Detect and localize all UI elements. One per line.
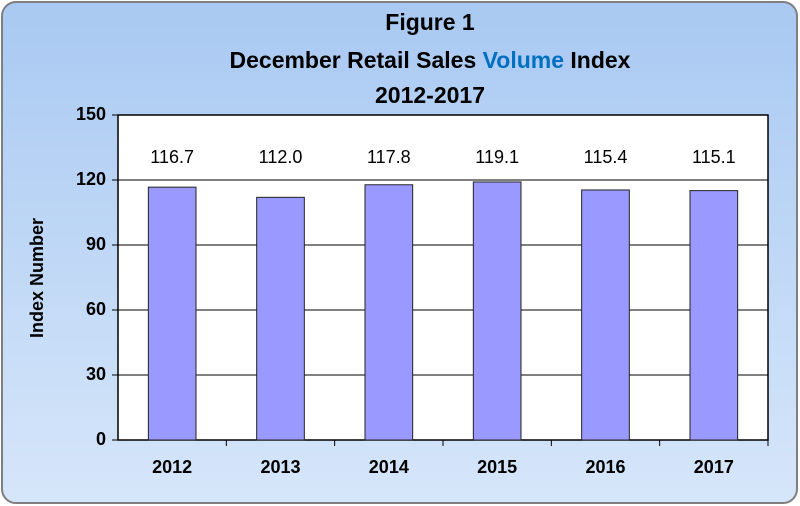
bar — [256, 196, 305, 441]
chart-title: Figure 1 — [385, 9, 475, 35]
data-label: 115.4 — [584, 147, 628, 167]
data-label: 115.1 — [692, 147, 736, 167]
x-tick-label: 2017 — [694, 457, 734, 477]
x-tick-label: 2012 — [152, 457, 192, 477]
data-label: 116.7 — [150, 147, 194, 167]
title-highlight: Volume — [483, 47, 564, 73]
x-tick-label: 2016 — [585, 457, 625, 477]
data-label: 119.1 — [475, 147, 519, 167]
x-tick-label: 2015 — [477, 457, 517, 477]
chart-title: December Retail Sales Volume Index — [230, 47, 631, 73]
y-axis-label: Index Number — [27, 218, 47, 338]
bar — [364, 184, 414, 441]
y-tick-label: 90 — [86, 234, 106, 254]
y-tick-label: 60 — [86, 299, 106, 319]
bar — [147, 186, 197, 441]
y-tick-label: 150 — [76, 104, 106, 124]
bar — [472, 181, 522, 441]
x-tick-label: 2013 — [260, 457, 300, 477]
plot-area — [117, 114, 769, 441]
chart-subtitle: 2012-2017 — [375, 82, 485, 108]
x-tick-label: 2014 — [369, 457, 409, 477]
title-part: Index — [570, 47, 630, 73]
data-label: 117.8 — [367, 147, 411, 167]
data-label: 112.0 — [259, 147, 303, 167]
bar — [581, 189, 630, 441]
y-tick-label: 0 — [96, 429, 106, 449]
title-part: December Retail Sales — [230, 47, 477, 73]
bar — [689, 190, 739, 441]
y-tick-label: 120 — [76, 169, 106, 189]
y-tick-label: 30 — [86, 364, 106, 384]
